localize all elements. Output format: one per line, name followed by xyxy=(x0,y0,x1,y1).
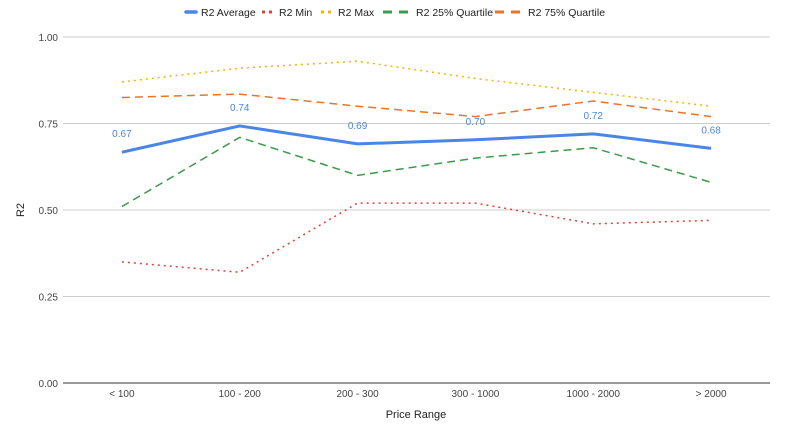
data-label: 0.68 xyxy=(701,125,721,136)
data-label: 0.74 xyxy=(230,103,250,114)
x-tick-label: 300 - 1000 xyxy=(452,389,500,400)
legend: R2 Average R2 Min R2 Max R2 25% Quartile R2 … xyxy=(184,7,605,19)
x-axis-label: Price Range xyxy=(386,409,447,421)
y-tick-label: 0.25 xyxy=(39,293,59,304)
legend-label: R2 25% Quartile xyxy=(416,7,493,19)
y-tick-label: 1.00 xyxy=(39,33,59,44)
legend-label: R2 Min xyxy=(279,7,312,19)
y-axis-label: R2 xyxy=(15,203,27,217)
y-tick-label: 0.50 xyxy=(39,206,59,217)
legend-label: R2 Max xyxy=(338,7,375,19)
x-tick-label: 1000 - 2000 xyxy=(567,389,621,400)
series-line-r2-75-quartile xyxy=(121,93,712,118)
y-tick-label: 0.00 xyxy=(39,379,59,390)
y-tick-label: 0.75 xyxy=(39,120,59,131)
data-label: 0.67 xyxy=(112,129,132,140)
x-tick-label: < 100 xyxy=(109,389,135,400)
legend-label: R2 Average xyxy=(201,7,256,19)
data-label: 0.69 xyxy=(348,121,368,132)
x-tick-label: 100 - 200 xyxy=(219,389,262,400)
data-label: 0.70 xyxy=(466,117,486,128)
legend-label: R2 75% Quartile xyxy=(528,7,605,19)
series-line-r2-25-quartile xyxy=(121,136,712,208)
data-label: 0.72 xyxy=(584,111,604,122)
series-line-r2-max xyxy=(121,60,712,107)
series-line-r2-min xyxy=(121,202,712,274)
series-line-r2-average xyxy=(121,124,712,154)
x-tick-label: 200 - 300 xyxy=(336,389,379,400)
x-tick-label: > 2000 xyxy=(696,389,727,400)
